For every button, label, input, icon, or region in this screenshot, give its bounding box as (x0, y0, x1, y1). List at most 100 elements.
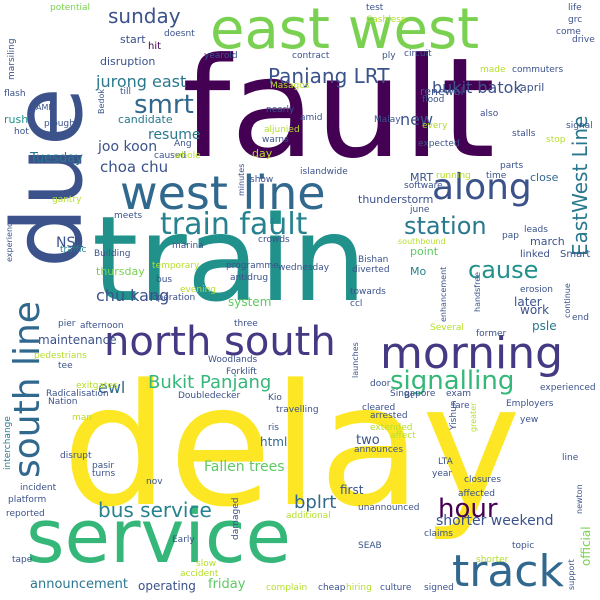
word-newton: newton (575, 484, 584, 514)
word-psle: psle (532, 319, 557, 333)
word-every: every (422, 121, 448, 131)
word-cashless: Cashless (366, 15, 406, 25)
word-cleared: cleared (362, 403, 396, 413)
word-tee: tee (58, 361, 73, 371)
word-ris: ris (268, 423, 279, 433)
word-day: day (252, 147, 273, 160)
word-man: man (72, 413, 92, 423)
word-show: show (250, 175, 274, 185)
word-renewal: renewal (420, 85, 464, 98)
word-several: Several (430, 323, 464, 333)
word-signal: signal (566, 121, 593, 131)
word-three: three (234, 319, 258, 329)
word-extended: extended (370, 423, 413, 433)
word-eastwest-line: EastWest Line (568, 115, 592, 256)
word-bishan: Bishan (358, 255, 389, 265)
word-complain: complain (266, 583, 308, 593)
word-official: official (579, 526, 593, 566)
word-aljunied: aljunied (264, 125, 300, 135)
word-meets: meets (114, 211, 143, 221)
word-ewl: ewl (98, 378, 126, 397)
word-later: later (514, 295, 542, 309)
word-damaged: damaged (231, 497, 241, 540)
word-come: come (556, 27, 581, 37)
word-kio: Kio (268, 393, 282, 403)
word-fallen-trees: Fallen trees (204, 459, 285, 475)
word-woodlands: Woodlands (208, 355, 258, 365)
word-hit: hit (148, 41, 162, 52)
word-bus-service: bus service (98, 498, 212, 522)
word-also: also (480, 109, 499, 119)
word-friday: friday (208, 577, 246, 592)
word-nearly: nearly (266, 105, 295, 115)
word-parts: parts (500, 161, 524, 171)
word-diverted: diverted (352, 265, 390, 275)
word-additional: additional (286, 511, 331, 521)
word-nsl: NSL (56, 235, 84, 251)
word-two: two (356, 433, 380, 448)
word-reported: reported (6, 509, 45, 519)
word-greater: greater (469, 402, 478, 432)
word-leads: leads (524, 225, 548, 235)
word-interchange: interchange (3, 416, 13, 470)
word-yearold: yearold (204, 51, 238, 61)
word-whole: whole (174, 151, 201, 161)
word-bt: Bt (404, 391, 414, 401)
word-flood: flood (422, 95, 445, 105)
word-fare: fare (452, 401, 470, 411)
word-train: train (92, 190, 367, 328)
word-life: life (568, 3, 582, 13)
word-employers: Employers (506, 399, 554, 409)
word-time: time (486, 171, 507, 181)
word-building: Building (94, 249, 131, 259)
word-hiring: hiring (346, 583, 372, 593)
word-west-line: west line (120, 166, 326, 220)
word-exam: exam (446, 389, 471, 399)
word-signalling: signalling (390, 366, 515, 396)
word-smrt: smrt (134, 90, 194, 120)
word-closures: closures (464, 475, 502, 485)
word-arrested: arrested (370, 411, 408, 421)
word-contract: contract (292, 51, 330, 61)
word-nov: nov (146, 477, 163, 487)
word-april: april (520, 81, 545, 94)
word-handsfree: handsfree (473, 271, 482, 312)
word-rush: rush (4, 113, 29, 126)
word-traffic: traffic (60, 245, 87, 255)
word-shorter-weekend: shorter weekend (436, 513, 554, 529)
word-fault: fault (182, 28, 496, 189)
word-erosion: erosion (520, 285, 553, 295)
word-joo-koon: joo koon (98, 139, 158, 155)
word-slow: slow (196, 559, 217, 569)
word-nation: Nation (48, 397, 78, 407)
word-point: point (410, 245, 439, 258)
word-smart: Smart (560, 249, 591, 260)
word-experience: experience (5, 217, 14, 262)
word-service: service (26, 494, 292, 580)
word-march: march (530, 235, 565, 248)
word-programme: programme (226, 261, 279, 271)
word-minutes: minutes (237, 163, 246, 196)
word-hour: hour (438, 494, 498, 524)
word-bukit-panjang: Bukit Panjang (148, 372, 272, 393)
word-tuesday: Tuesday (30, 151, 83, 166)
word-candidate: candidate (118, 113, 173, 126)
word-south-line: south line (7, 301, 48, 478)
word-doesnt: doesnt (164, 29, 195, 39)
word-chu-kang: chu kang (96, 286, 170, 305)
word-pier: pier (58, 319, 76, 329)
word-circuit: circuit (404, 49, 432, 59)
word-sunday: sunday (108, 4, 181, 28)
word-panjang-lrt: Panjang LRT (268, 64, 390, 88)
word-drive: drive (572, 35, 595, 45)
word-software: software (404, 181, 443, 191)
word-cause: cause (468, 256, 539, 284)
word-culture: culture (380, 583, 412, 593)
word-enhancement: enhancement (439, 266, 448, 322)
word-east-west: east west (210, 0, 480, 62)
word-shorter: shorter (476, 555, 509, 565)
word-linked: linked (520, 249, 550, 260)
word-end: end (572, 313, 589, 323)
word-malay: Malay (374, 115, 401, 125)
